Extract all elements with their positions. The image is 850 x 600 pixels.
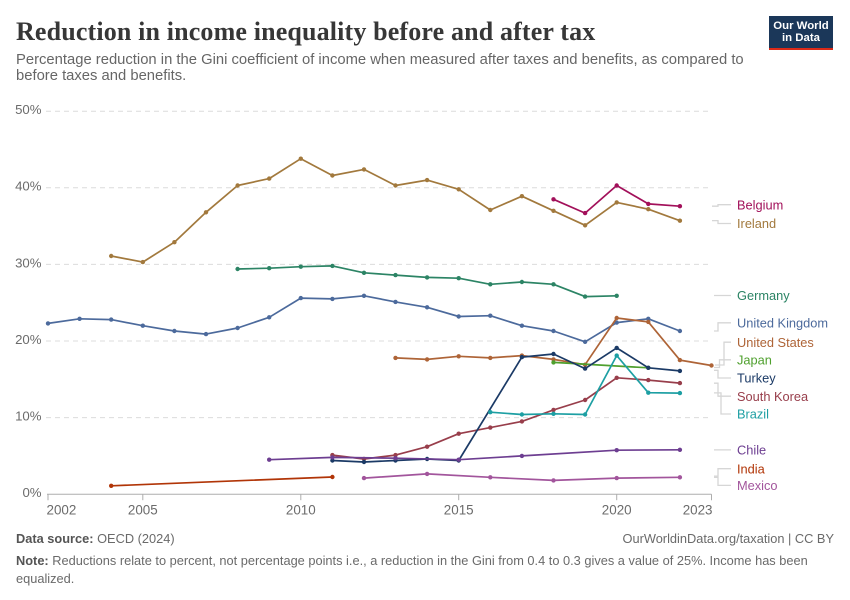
svg-text:United Kingdom: United Kingdom — [737, 315, 828, 330]
svg-text:Belgium: Belgium — [737, 197, 783, 212]
svg-text:2015: 2015 — [444, 503, 474, 518]
svg-text:2020: 2020 — [602, 503, 632, 518]
svg-text:30%: 30% — [15, 255, 42, 270]
svg-text:India: India — [737, 461, 766, 476]
svg-text:Ireland: Ireland — [737, 216, 776, 231]
svg-text:0%: 0% — [22, 485, 41, 500]
svg-text:South Korea: South Korea — [737, 389, 809, 404]
svg-text:United States: United States — [737, 335, 814, 350]
svg-text:2010: 2010 — [286, 503, 316, 518]
svg-text:2002: 2002 — [47, 503, 77, 518]
svg-text:10%: 10% — [15, 409, 42, 424]
svg-text:50%: 50% — [15, 102, 42, 117]
svg-text:Germany: Germany — [737, 288, 790, 303]
svg-text:Turkey: Turkey — [737, 371, 776, 386]
svg-text:2023: 2023 — [683, 503, 713, 518]
svg-text:20%: 20% — [15, 332, 42, 347]
svg-text:Mexico: Mexico — [737, 478, 778, 493]
svg-text:Japan: Japan — [737, 352, 772, 367]
svg-text:Chile: Chile — [737, 443, 766, 458]
svg-text:Brazil: Brazil — [737, 407, 769, 422]
svg-text:2005: 2005 — [128, 503, 158, 518]
svg-text:40%: 40% — [15, 179, 42, 194]
